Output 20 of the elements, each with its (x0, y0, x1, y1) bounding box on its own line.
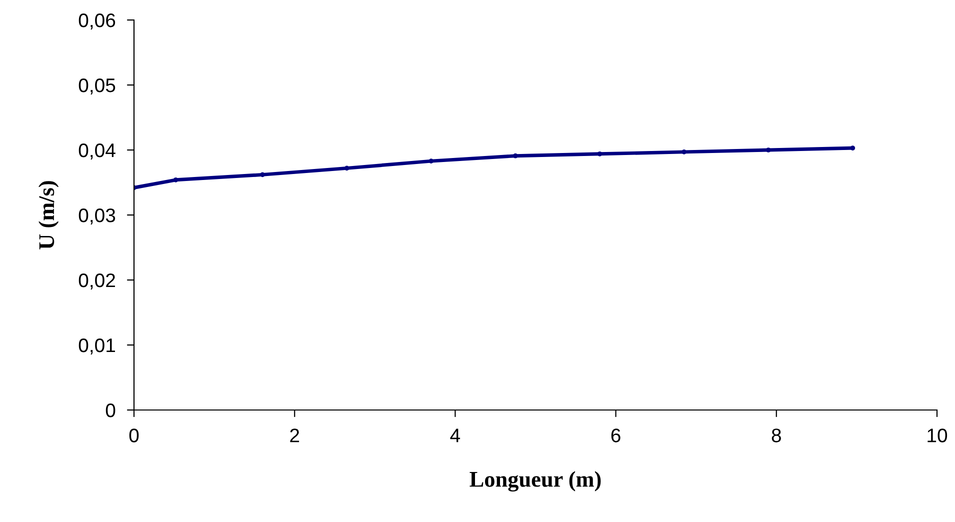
y-tick-label: 0,05 (78, 78, 116, 95)
y-tick-label: 0 (106, 403, 116, 418)
x-axis-title: Longueur (m) (470, 471, 601, 492)
y-tick-label: 0,06 (78, 13, 116, 30)
y-tick-label: 0,02 (78, 273, 115, 290)
point (344, 166, 350, 171)
x-tick-label: 8 (772, 428, 781, 442)
x-tick-label: 4 (450, 428, 460, 442)
point (260, 172, 265, 178)
point (597, 151, 602, 156)
y-tick-label: 0,03 (78, 208, 116, 225)
point (682, 150, 686, 154)
x-tick-label: 2 (290, 428, 300, 442)
x-tick-label: 0 (129, 428, 139, 442)
y-axis-title: U (m/s) (38, 181, 59, 250)
y-tick-label: 0,01 (78, 338, 115, 355)
x-tick-label: 10 (928, 428, 948, 442)
x-tick-label: 6 (611, 428, 620, 442)
y-tick-label: 0,04 (78, 143, 116, 160)
point (850, 146, 856, 150)
